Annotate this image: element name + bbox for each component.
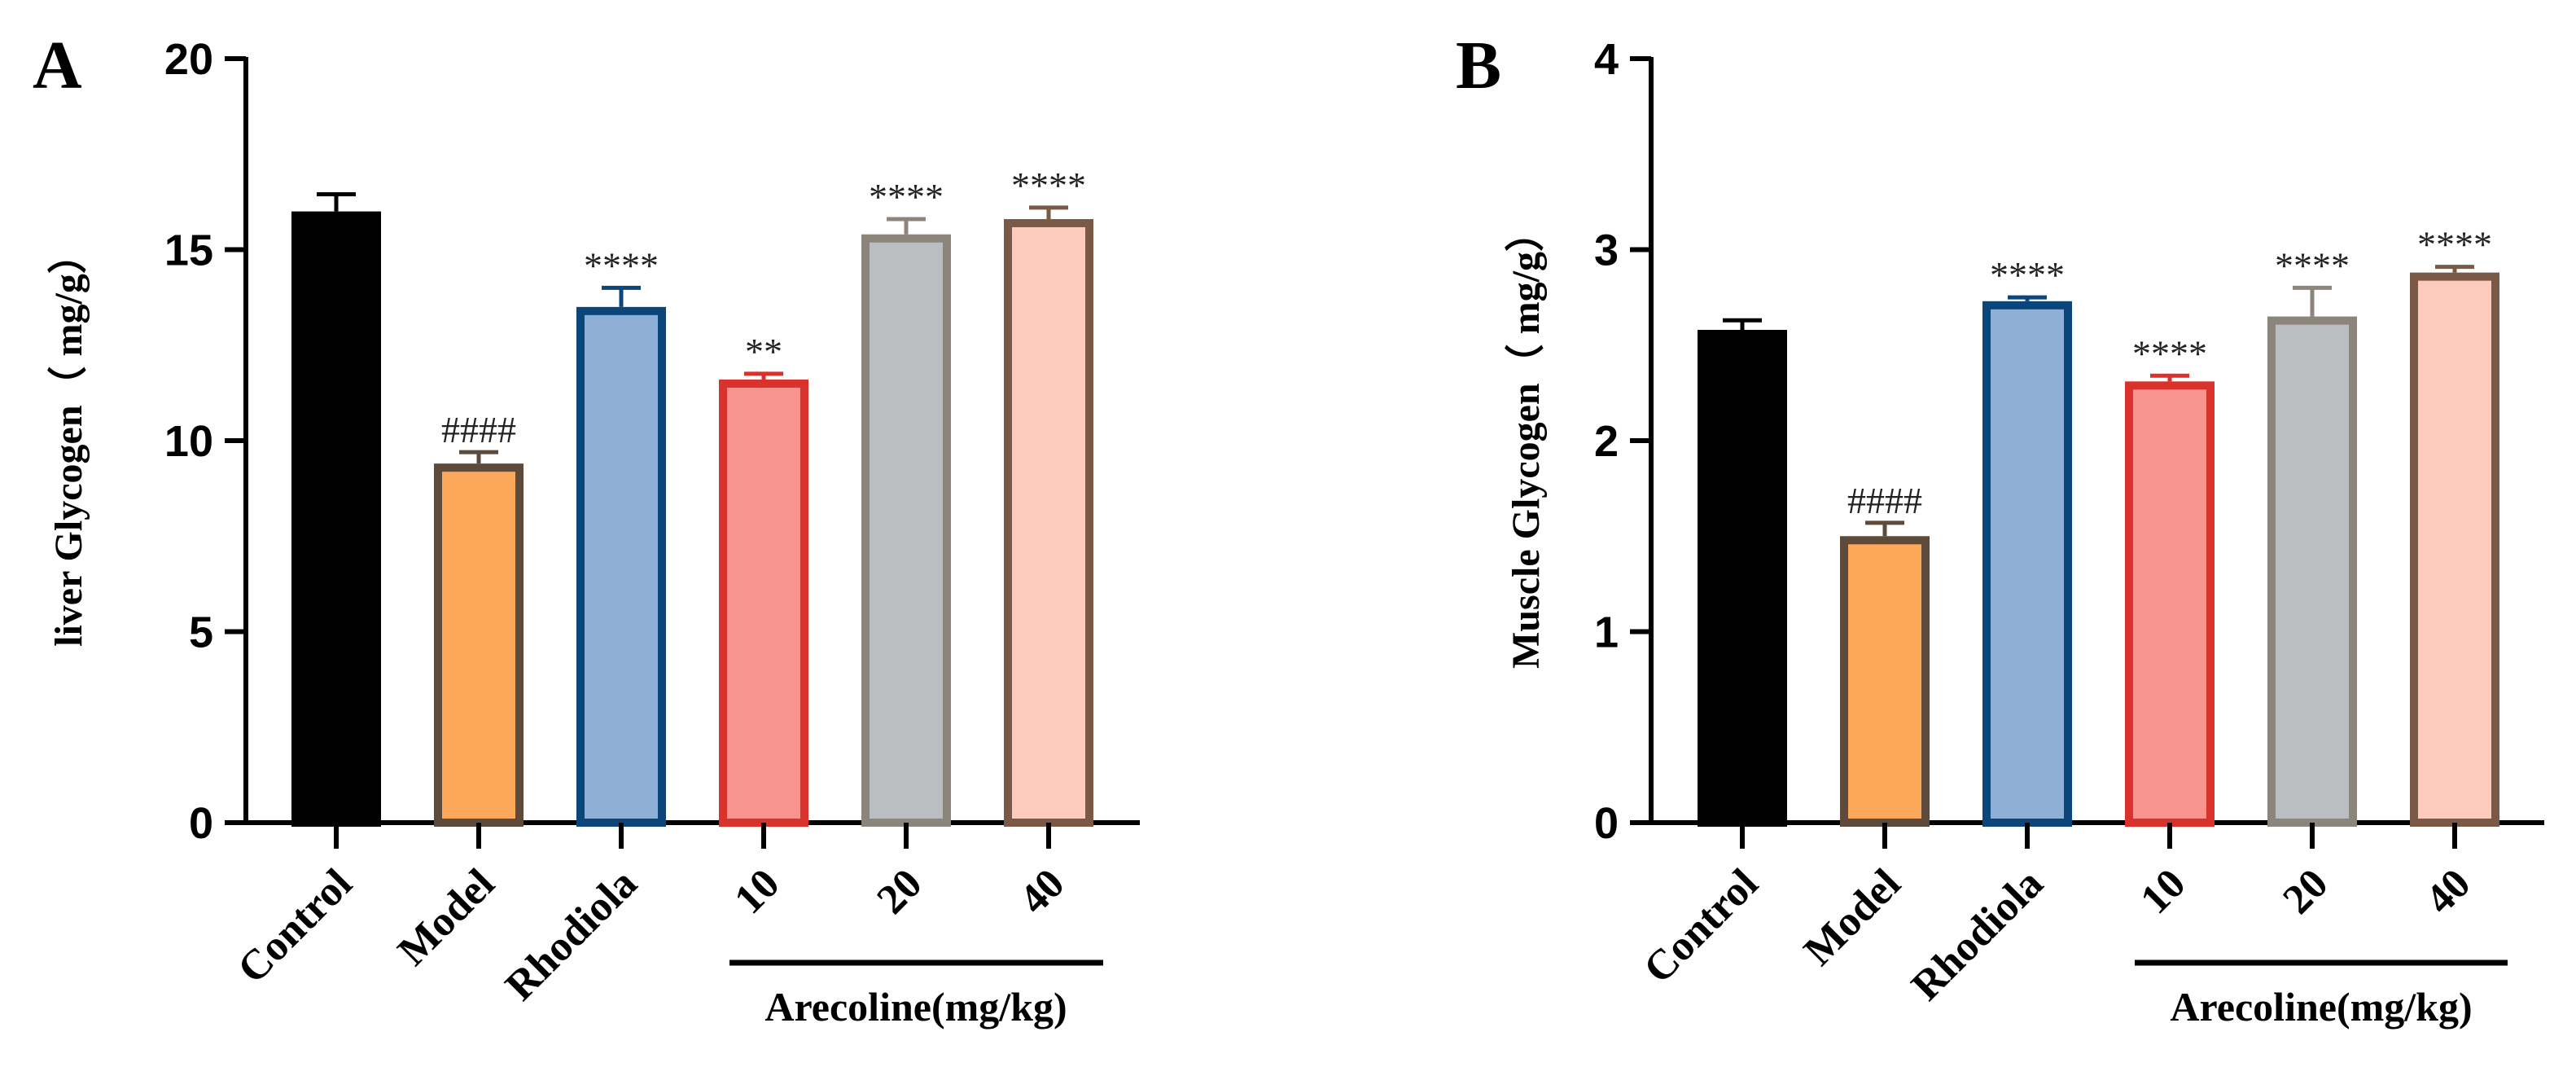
y-tick-label: 0	[1594, 799, 1619, 848]
significance-mark: ####	[441, 409, 516, 450]
bar	[1004, 218, 1093, 828]
significance-mark: ****	[2275, 244, 2350, 286]
group-label: Arecoline(mg/kg)	[2170, 984, 2472, 1030]
y-tick-label: 10	[164, 417, 213, 466]
y-tick-label: 1	[1594, 608, 1619, 657]
y-tick-label: 0	[189, 799, 213, 848]
significance-mark: ****	[1011, 165, 1086, 206]
group-label: Arecoline(mg/kg)	[764, 984, 1067, 1030]
y-axis-title: Muscle Glycogen（ mg/g）	[1505, 213, 1548, 669]
significance-mark: ****	[584, 244, 659, 286]
panel-letter: B	[1456, 28, 1501, 103]
significance-mark: ****	[869, 176, 944, 217]
y-tick-label: 2	[1594, 417, 1619, 466]
category-label: Model	[389, 860, 503, 974]
significance-mark: ####	[1847, 480, 1922, 521]
category-label: 20	[2274, 860, 2337, 923]
bar	[861, 234, 951, 827]
category-label: 40	[1010, 860, 1073, 923]
significance-mark: ****	[1990, 254, 2065, 296]
category-label: 20	[868, 860, 931, 923]
panel-b: B Muscle Glycogen（ mg/g） 0 1 2 3 4 Control #### M…	[1456, 28, 2544, 1030]
y-tick-label: 20	[164, 35, 213, 84]
bar	[2125, 381, 2215, 827]
category-label: Control	[1635, 860, 1767, 992]
category-label: Rhodiola	[1903, 860, 2052, 1009]
significance-mark: ****	[2417, 224, 2492, 266]
bar	[2410, 272, 2499, 827]
category-label: 40	[2416, 860, 2479, 923]
category-label: 10	[725, 860, 788, 923]
category-label: 10	[2131, 860, 2194, 923]
bar	[291, 211, 381, 828]
category-label: Model	[1795, 860, 1909, 974]
y-tick-label: 15	[164, 226, 213, 275]
category-label: Control	[229, 860, 361, 992]
y-axis-title: liver Glycogen（ mg/g）	[47, 235, 90, 647]
bar	[2267, 316, 2357, 827]
significance-mark: ****	[2132, 332, 2207, 374]
bar	[1840, 536, 1930, 827]
category-label: Rhodiola	[497, 860, 646, 1009]
significance-mark: **	[745, 331, 782, 372]
panel-letter: A	[33, 28, 82, 103]
bar	[576, 306, 666, 828]
bar	[1698, 329, 1787, 827]
y-tick-label: 4	[1594, 35, 1619, 84]
y-tick-label: 3	[1594, 226, 1619, 275]
bar	[434, 463, 524, 827]
bar	[1982, 301, 2072, 827]
bar	[719, 379, 808, 827]
y-tick-label: 5	[189, 608, 213, 657]
